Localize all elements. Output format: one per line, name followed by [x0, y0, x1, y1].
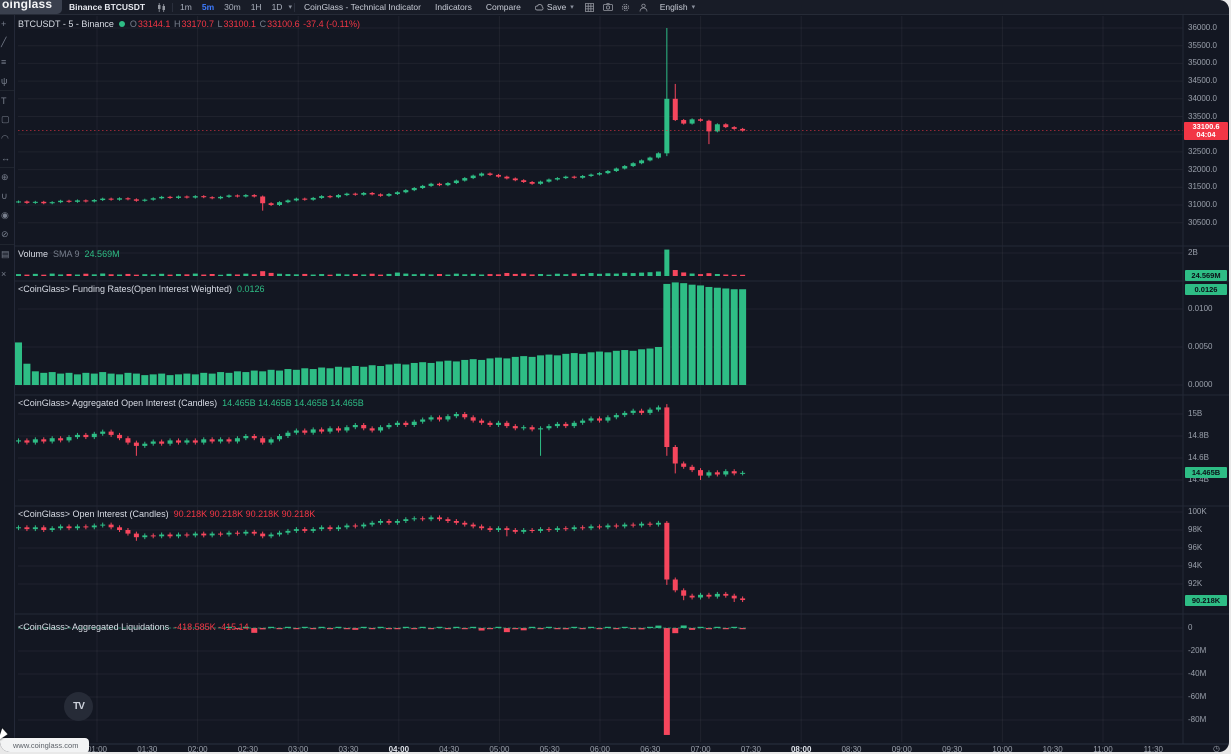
volume-pane [16, 249, 1183, 276]
oi-pane [16, 511, 1183, 603]
layout-grid-icon[interactable] [581, 2, 599, 12]
time-axis-clock-icon[interactable]: ◷ [1213, 744, 1220, 752]
toolbar-divider [293, 2, 295, 12]
text-tool-icon[interactable]: T [1, 95, 7, 106]
symbol-selector[interactable]: Binance BTCUSDT [69, 2, 146, 12]
pitchfork-tool-icon[interactable]: ψ [0, 71, 14, 91]
market-status-dot [118, 21, 125, 27]
price-pane [16, 27, 1183, 224]
user-profile-icon[interactable] [635, 3, 653, 12]
settings-gear-icon[interactable] [617, 3, 635, 12]
language-caret-icon: ▾ [691, 4, 696, 11]
price-pane-legend[interactable]: BTCUSDT - 5 - Binance O33144.1 H33170.7 … [18, 19, 361, 29]
magnet-tool-icon[interactable]: ∪ [1, 191, 8, 201]
status-url-tooltip: www.coinglass.com [0, 738, 89, 752]
aggregated-oi-pane-legend[interactable]: <CoinGlass> Aggregated Open Interest (Ca… [18, 398, 364, 408]
drawing-tools-sidebar: + ╱ ≡ ψ T ▢ ◠ ↔ ⊕ ∪ ◉ ⊘ ▤ × [0, 14, 15, 752]
volume-pane-legend[interactable]: Volume SMA 9 24.569M [18, 249, 120, 259]
measure-tool-icon[interactable]: ↔ [0, 148, 14, 168]
tradingview-logo[interactable]: TV [64, 692, 93, 721]
timeframe-30m[interactable]: 30m [224, 2, 241, 12]
patterns-tool-icon[interactable]: ◠ [1, 133, 9, 143]
top-toolbar: oinglass Binance BTCUSDT 1m 5m 30m 1H 1D… [0, 0, 1229, 15]
coinglass-logo[interactable]: oinglass [0, 0, 62, 14]
liquidations-pane-legend[interactable]: <CoinGlass> Aggregated Liquidations -418… [18, 622, 249, 632]
cloud-save-icon [534, 3, 544, 10]
timeframe-1m[interactable]: 1m [180, 2, 192, 12]
technical-indicator-menu[interactable]: CoinGlass - Technical Indicator [303, 2, 421, 12]
save-button[interactable]: Save ▾ [528, 2, 581, 12]
timeframe-caret-icon[interactable]: ▾ [288, 4, 292, 11]
zoom-tool-icon[interactable]: ⊕ [1, 172, 9, 182]
candle-style-icon[interactable] [152, 2, 170, 12]
shapes-tool-icon[interactable]: ▢ [1, 114, 10, 124]
liq-pane [18, 625, 1183, 735]
toolbar-divider [172, 2, 174, 12]
language-selector[interactable]: English ▾ [659, 2, 696, 12]
screenshot-camera-icon[interactable] [599, 3, 617, 11]
funding-pane [15, 282, 1183, 386]
timeframe-1d[interactable]: 1D [271, 2, 283, 12]
agg_oi-pane [16, 404, 1183, 481]
crosshair-tool-icon[interactable]: + [1, 18, 7, 29]
delete-tool-icon[interactable]: × [1, 268, 7, 279]
lock-tool-icon[interactable]: ⊘ [0, 225, 14, 245]
funding-pane-legend[interactable]: <CoinGlass> Funding Rates(Open Interest … [18, 284, 265, 294]
current-price-axis-label: 33100.6 04:04 [1184, 121, 1228, 140]
timeframe-5m[interactable]: 5m [201, 2, 215, 12]
hide-tool-icon[interactable]: ▤ [1, 249, 10, 259]
indicators-button[interactable]: Indicators [434, 2, 472, 12]
marker-tool-icon[interactable]: ◉ [1, 210, 9, 220]
save-caret-icon: ▾ [570, 4, 574, 11]
oi-pane-legend[interactable]: <CoinGlass> Open Interest (Candles) 90.2… [18, 509, 316, 519]
compare-button[interactable]: Compare [485, 2, 521, 12]
trendline-tool-icon[interactable]: ╱ [1, 37, 7, 47]
timeframe-1h[interactable]: 1H [250, 2, 262, 12]
fib-tool-icon[interactable]: ≡ [1, 56, 7, 67]
pane-separators [0, 14, 1229, 745]
